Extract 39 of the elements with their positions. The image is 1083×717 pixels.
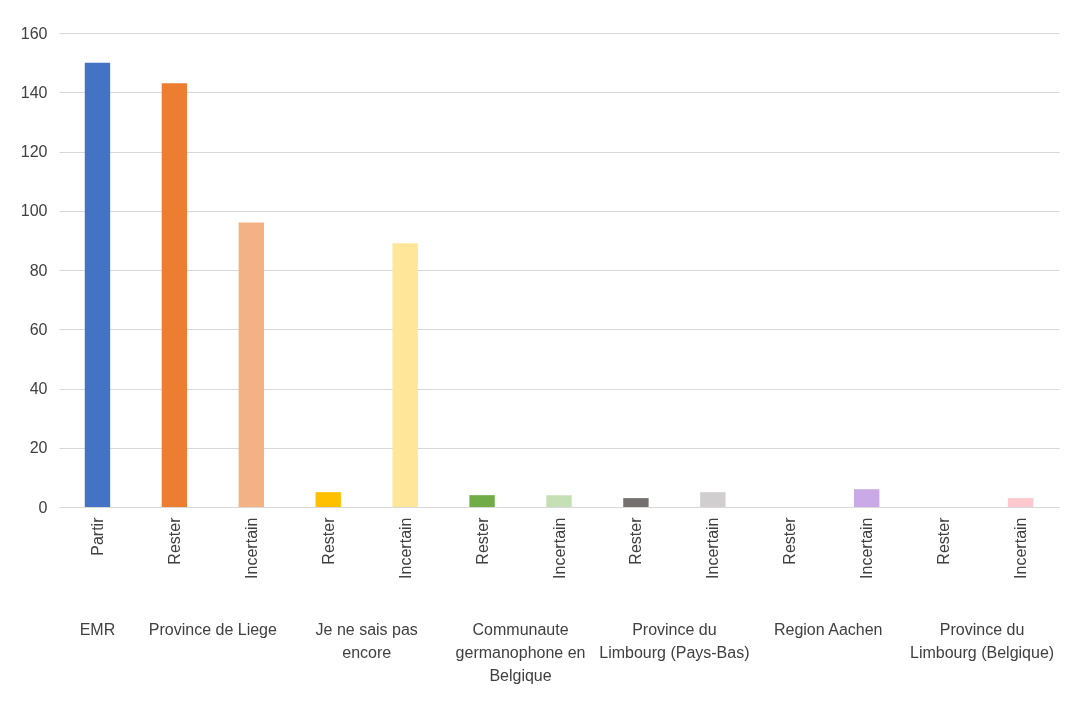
text: Province du Limbourg (Belgique) — [910, 621, 1055, 661]
x-tick-label: Rester — [473, 516, 491, 565]
text: Province de Liege — [148, 621, 277, 638]
y-tick-label: 0 — [38, 498, 48, 516]
bar — [161, 83, 188, 507]
x-tick-label: Rester — [627, 516, 645, 565]
y-tick-label: 120 — [20, 143, 48, 160]
x-tick-label: Incertain — [242, 517, 260, 579]
x-tick-label: Incertain — [858, 517, 876, 579]
y-tick-label: 140 — [20, 83, 48, 101]
bar — [315, 492, 341, 507]
x-tick-label: Incertain — [1012, 517, 1030, 579]
text: Province du Limbourg (Pays-Bas) — [599, 621, 750, 661]
bar — [854, 489, 880, 507]
y-tick-label: 80 — [29, 261, 48, 279]
text: Je ne sais pas encore — [315, 621, 418, 661]
x-tick-label: Incertain — [396, 517, 414, 579]
x-tick-label: Rester — [165, 516, 183, 565]
x-tick-label: Partir — [88, 516, 106, 556]
y-tick-label: 60 — [29, 320, 48, 338]
x-tick-label: Rester — [781, 516, 799, 565]
bar — [623, 498, 649, 507]
bar — [392, 243, 418, 507]
x-tick-label: Incertain — [550, 517, 568, 579]
bar — [546, 495, 572, 507]
bar — [238, 222, 264, 507]
bar — [1007, 498, 1034, 507]
y-tick-label: 160 — [20, 24, 48, 42]
y-tick-label: 20 — [29, 439, 48, 457]
y-tick-label: 100 — [20, 202, 48, 220]
x-tick-label: Rester — [319, 516, 337, 565]
bar — [469, 495, 495, 507]
bar — [84, 62, 111, 507]
y-tick-label: 40 — [29, 380, 48, 397]
text: EMR — [79, 621, 116, 638]
x-tick-label: Rester — [935, 516, 953, 565]
x-tick-label: Incertain — [704, 517, 722, 579]
text: Region Aachen — [773, 621, 883, 638]
text: Communaute germanophone en Belgique — [455, 621, 586, 684]
